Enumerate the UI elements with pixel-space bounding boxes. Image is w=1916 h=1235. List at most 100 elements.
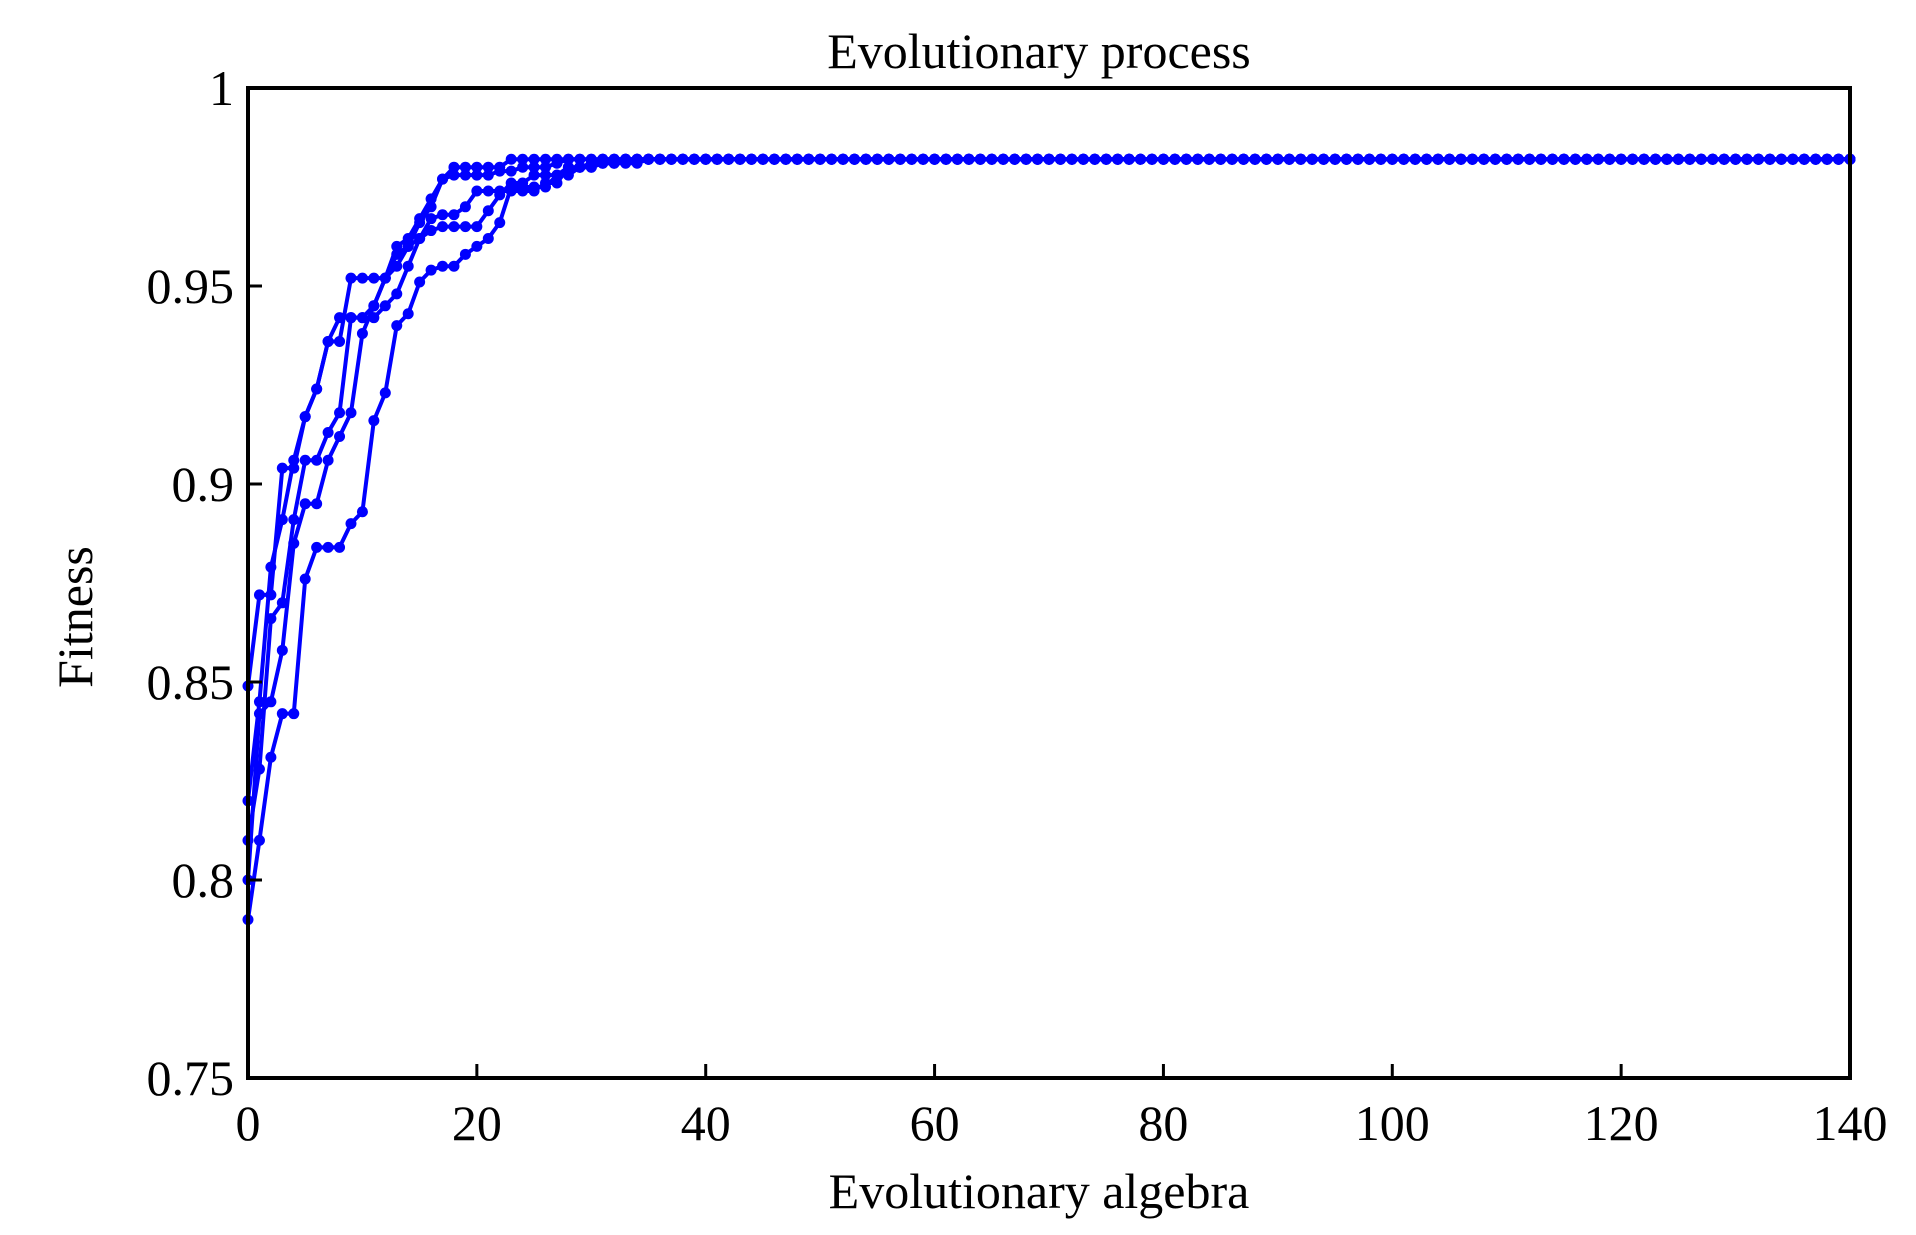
- data-point: [414, 213, 426, 225]
- data-point: [288, 537, 300, 549]
- data-point: [425, 193, 437, 205]
- data-point: [311, 454, 323, 466]
- data-point: [505, 153, 517, 165]
- data-point: [780, 153, 792, 165]
- data-point: [368, 415, 380, 427]
- data-point: [391, 240, 403, 252]
- x-tick-label: 80: [1138, 1095, 1188, 1151]
- data-point: [562, 161, 574, 173]
- data-point: [574, 153, 586, 165]
- data-point: [723, 153, 735, 165]
- data-point: [1764, 153, 1776, 165]
- data-point: [1478, 153, 1490, 165]
- data-point: [437, 209, 449, 221]
- data-point: [1123, 153, 1135, 165]
- x-tick-label: 0: [236, 1095, 261, 1151]
- data-point: [334, 541, 346, 553]
- data-point: [1169, 153, 1181, 165]
- data-point: [265, 751, 277, 763]
- data-point: [597, 157, 609, 169]
- data-point: [1730, 153, 1742, 165]
- data-point: [1203, 153, 1215, 165]
- y-tick-label: 0.9: [172, 456, 235, 512]
- data-point: [1295, 153, 1307, 165]
- data-point: [620, 157, 632, 169]
- data-point: [951, 153, 963, 165]
- data-point: [345, 407, 357, 419]
- series-line-5: [246, 157, 1850, 920]
- data-point: [608, 157, 620, 169]
- data-point: [848, 153, 860, 165]
- data-point: [1501, 153, 1513, 165]
- data-point: [1581, 153, 1593, 165]
- data-point: [528, 169, 540, 181]
- x-tick-label: 40: [681, 1095, 731, 1151]
- data-point: [1032, 153, 1044, 165]
- data-point: [803, 153, 815, 165]
- data-point: [379, 387, 391, 399]
- data-point: [471, 221, 483, 233]
- data-point: [414, 232, 426, 244]
- data-point: [1821, 153, 1833, 165]
- data-point: [448, 260, 460, 272]
- data-point: [276, 514, 288, 526]
- data-point: [1386, 153, 1398, 165]
- series-line-2: [246, 157, 1850, 802]
- data-point: [334, 407, 346, 419]
- data-point: [1238, 153, 1250, 165]
- data-point: [437, 173, 449, 185]
- data-point: [356, 506, 368, 518]
- data-point: [814, 153, 826, 165]
- data-point: [391, 288, 403, 300]
- data-point: [299, 498, 311, 510]
- data-point: [391, 248, 403, 260]
- data-point: [322, 454, 334, 466]
- data-point: [311, 498, 323, 510]
- data-point: [276, 644, 288, 656]
- data-point: [688, 153, 700, 165]
- data-point: [1775, 153, 1787, 165]
- data-point: [1444, 153, 1455, 165]
- data-point: [482, 161, 494, 173]
- data-point: [1524, 153, 1536, 165]
- y-tick-label: 0.85: [147, 654, 235, 710]
- data-point: [322, 541, 334, 553]
- data-point: [1695, 153, 1707, 165]
- data-point: [1283, 153, 1295, 165]
- data-point: [1684, 153, 1696, 165]
- data-point: [1489, 153, 1501, 165]
- data-point: [1077, 153, 1089, 165]
- data-point: [837, 153, 849, 165]
- data-point: [459, 169, 471, 181]
- data-point: [276, 597, 288, 609]
- data-point: [1066, 153, 1078, 165]
- data-point: [253, 696, 265, 708]
- data-point: [551, 169, 563, 181]
- series-points-1: [242, 153, 1856, 692]
- data-point: [1661, 153, 1673, 165]
- data-point: [459, 201, 471, 213]
- data-point: [1787, 153, 1799, 165]
- data-point: [574, 161, 586, 173]
- data-point: [700, 153, 712, 165]
- data-point: [459, 248, 471, 260]
- data-point: [1260, 153, 1272, 165]
- data-point: [1043, 153, 1055, 165]
- data-point: [1615, 153, 1627, 165]
- data-point: [1226, 153, 1238, 165]
- data-point: [1054, 153, 1066, 165]
- data-point: [505, 181, 517, 193]
- data-point: [471, 169, 483, 181]
- data-point: [459, 161, 471, 173]
- data-point: [1135, 153, 1147, 165]
- data-point: [585, 161, 597, 173]
- data-point: [1398, 153, 1410, 165]
- data-point: [345, 272, 357, 284]
- data-point: [986, 153, 998, 165]
- data-point: [482, 205, 494, 217]
- data-point: [1306, 153, 1318, 165]
- data-point: [929, 153, 941, 165]
- axis-ticks: 0 20 40 60 80 100 120 140 0.75 0.8 0.85 0.9 0.95 1: [147, 60, 1888, 1151]
